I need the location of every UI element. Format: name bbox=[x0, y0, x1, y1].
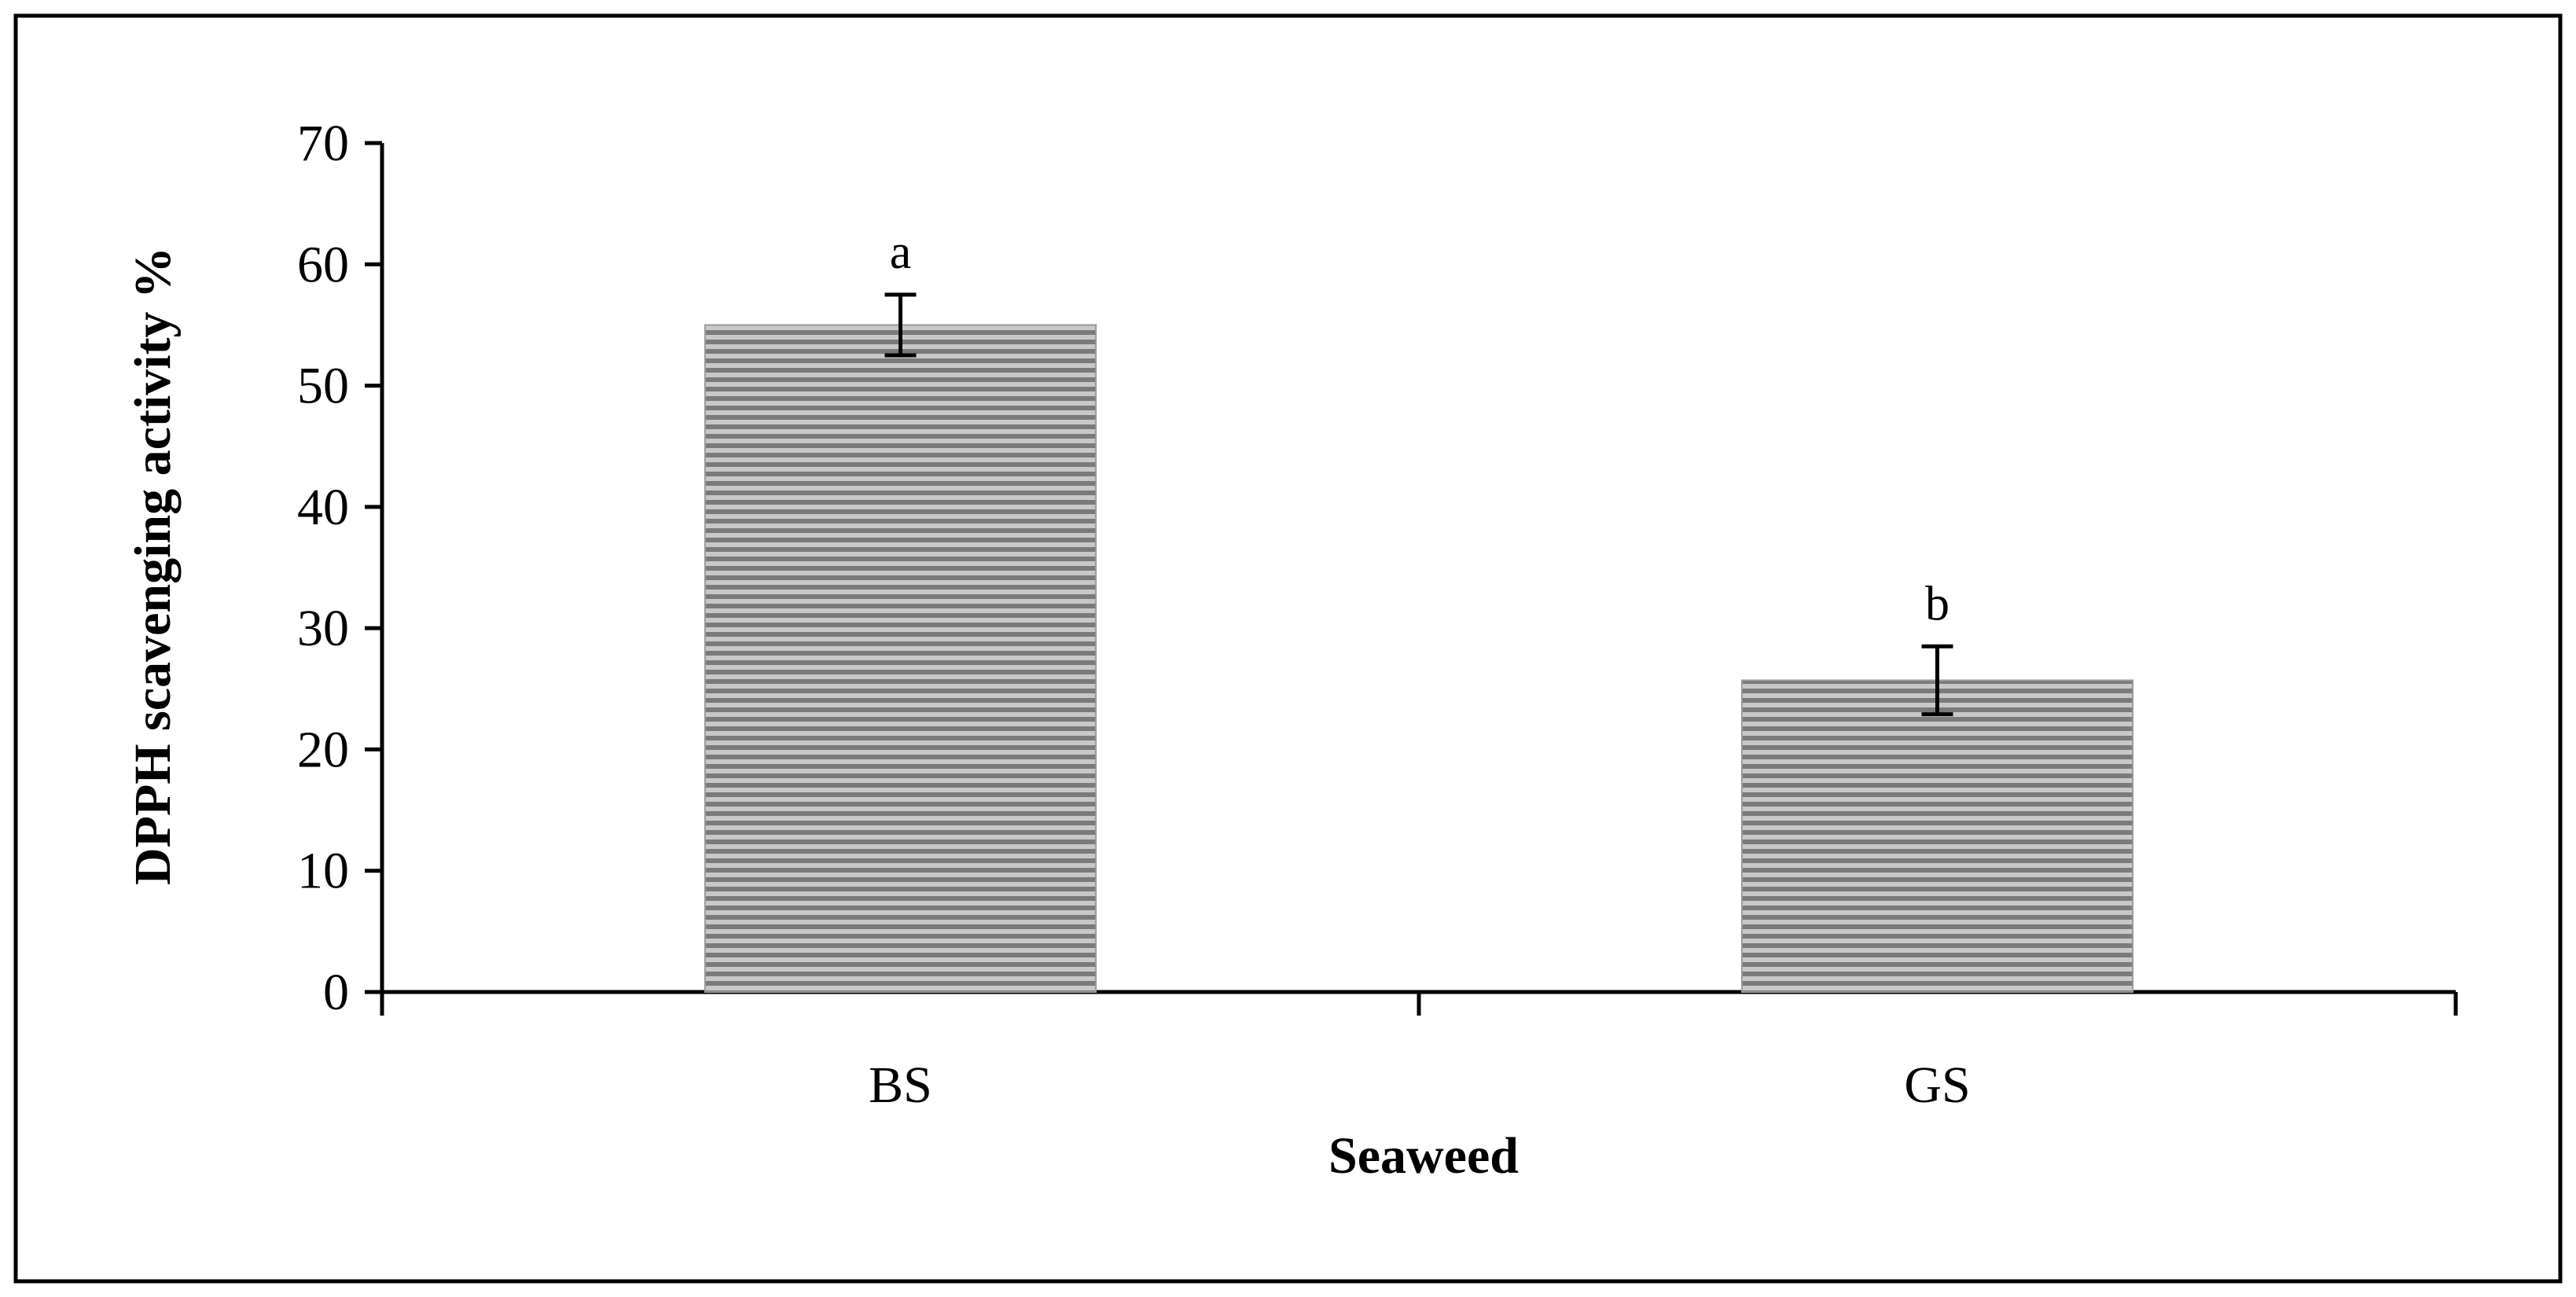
y-axis: 0 10 20 30 40 50 60 70 bbox=[297, 115, 384, 1021]
y-tick-label: 70 bbox=[297, 115, 349, 172]
y-tick-label: 30 bbox=[297, 600, 349, 657]
significance-label-gs: b bbox=[1925, 577, 1949, 630]
significance-label-bs: a bbox=[890, 226, 912, 279]
y-tick-label: 0 bbox=[323, 964, 349, 1021]
error-bars bbox=[884, 292, 1953, 717]
bars bbox=[704, 324, 2134, 993]
y-axis-title: DPPH scavenging activity % bbox=[124, 247, 182, 885]
chart-border bbox=[13, 13, 2563, 1284]
y-tick-label: 40 bbox=[297, 479, 349, 536]
x-tick-label: BS bbox=[869, 1056, 932, 1114]
y-tick-label: 10 bbox=[297, 843, 349, 900]
error-bar-gs bbox=[1921, 644, 1953, 717]
bar-gs bbox=[1740, 679, 2134, 993]
x-axis-title: Seaweed bbox=[1328, 1127, 1519, 1185]
y-tick-label: 20 bbox=[297, 721, 349, 778]
x-tick-label: GS bbox=[1904, 1056, 1970, 1114]
y-tick-label: 50 bbox=[297, 358, 349, 415]
bar-bs bbox=[704, 324, 1097, 993]
error-bar-bs bbox=[884, 292, 917, 358]
y-tick-label: 60 bbox=[297, 236, 349, 293]
significance-labels: ab bbox=[890, 226, 1949, 630]
